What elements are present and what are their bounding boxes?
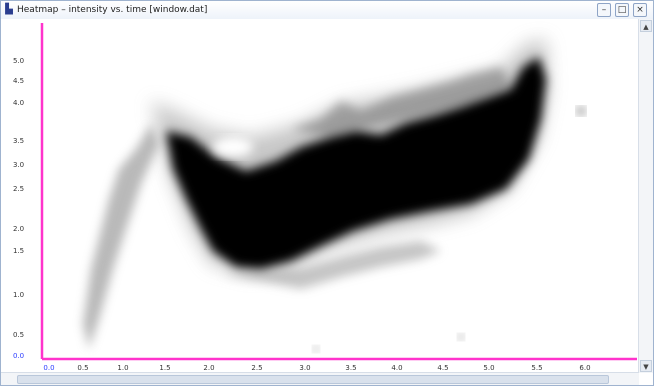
x-tick-label: 2.0 [203, 364, 215, 372]
x-tick-label: 6.0 [579, 364, 591, 372]
close-button[interactable]: × [633, 3, 647, 17]
intensity-fringe-top [291, 67, 511, 137]
vertical-scrollbar[interactable]: ▲ ▼ [638, 19, 653, 373]
y-tick-label: 5.0 [13, 57, 25, 65]
x-tick-label: 3.0 [299, 364, 311, 372]
horizontal-scroll-thumb[interactable] [17, 375, 609, 384]
intensity-gap [213, 137, 253, 157]
title-bar: ▙ Heatmap – intensity vs. time [window.d… [1, 1, 653, 20]
y-tick-label: 4.5 [13, 77, 25, 85]
noise-speck [458, 334, 464, 340]
y-tick-label: 1.0 [13, 291, 25, 299]
y-tick-label: 0.0 [13, 352, 25, 360]
y-tick-label: 4.0 [13, 99, 25, 107]
y-tick-label: 1.5 [13, 247, 25, 255]
x-tick-label: 2.5 [251, 364, 263, 372]
y-tick-label: 3.5 [13, 137, 25, 145]
heatmap-canvas[interactable] [1, 19, 639, 373]
noise-speck [313, 346, 319, 352]
x-tick-label: 3.5 [345, 364, 357, 372]
x-tick-label: 0.0 [43, 364, 55, 372]
intensity-core [166, 57, 546, 269]
x-tick-label: 5.5 [531, 364, 543, 372]
y-tick-label: 2.0 [13, 225, 25, 233]
chart-app-icon: ▙ [5, 4, 13, 15]
noise-speck [577, 107, 585, 115]
y-tick-label: 0.5 [13, 331, 25, 339]
y-tick-label: 3.0 [13, 161, 25, 169]
scroll-up-icon[interactable]: ▲ [640, 20, 652, 32]
x-tick-label: 4.0 [391, 364, 403, 372]
x-tick-label: 4.5 [437, 364, 449, 372]
x-tick-label: 1.0 [117, 364, 129, 372]
x-tick-label: 0.5 [77, 364, 89, 372]
heatmap-plot[interactable]: 5.0 4.5 4.0 3.5 3.0 2.5 2.0 1.5 1.0 0.5 … [1, 19, 639, 373]
y-tick-label: 2.5 [13, 185, 25, 193]
intensity-fringe-bottom [221, 241, 441, 289]
maximize-button[interactable]: □ [615, 3, 629, 17]
x-tick-label: 5.0 [483, 364, 495, 372]
x-tick-label: 1.5 [159, 364, 171, 372]
scroll-down-icon[interactable]: ▼ [640, 360, 652, 372]
minimize-button[interactable]: – [597, 3, 611, 17]
horizontal-scrollbar[interactable] [1, 372, 639, 385]
window-title: Heatmap – intensity vs. time [window.dat… [17, 5, 208, 15]
intensity-fringe-left [83, 124, 159, 349]
